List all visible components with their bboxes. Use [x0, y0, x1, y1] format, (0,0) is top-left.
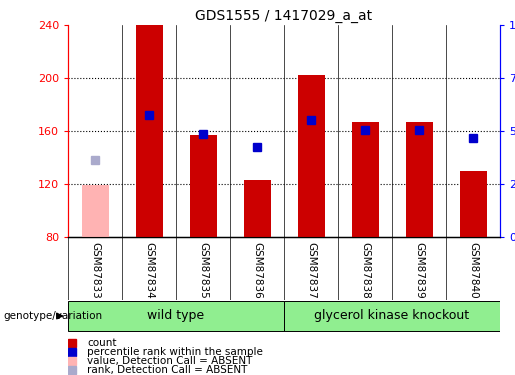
- Bar: [298, 75, 324, 237]
- Text: GSM87840: GSM87840: [468, 242, 478, 298]
- Text: genotype/variation: genotype/variation: [4, 311, 102, 321]
- Bar: [81, 185, 109, 237]
- Text: rank, Detection Call = ABSENT: rank, Detection Call = ABSENT: [88, 365, 248, 375]
- Title: GDS1555 / 1417029_a_at: GDS1555 / 1417029_a_at: [195, 9, 372, 22]
- Text: GSM87837: GSM87837: [306, 242, 316, 299]
- Text: wild type: wild type: [147, 309, 204, 322]
- Bar: [135, 25, 163, 237]
- Text: count: count: [88, 338, 117, 348]
- Text: GSM87838: GSM87838: [360, 242, 370, 299]
- Bar: [405, 122, 433, 237]
- Text: percentile rank within the sample: percentile rank within the sample: [88, 347, 263, 357]
- Text: GSM87836: GSM87836: [252, 242, 262, 299]
- Text: glycerol kinase knockout: glycerol kinase knockout: [315, 309, 470, 322]
- Text: GSM87835: GSM87835: [198, 242, 208, 299]
- Bar: [68, 301, 284, 332]
- Bar: [244, 180, 270, 237]
- Text: GSM87839: GSM87839: [414, 242, 424, 299]
- Bar: [352, 122, 379, 237]
- Bar: [284, 301, 500, 332]
- Bar: [459, 171, 487, 237]
- Text: value, Detection Call = ABSENT: value, Detection Call = ABSENT: [88, 356, 253, 366]
- Bar: [190, 135, 216, 237]
- Text: GSM87834: GSM87834: [144, 242, 154, 299]
- Text: GSM87833: GSM87833: [90, 242, 100, 299]
